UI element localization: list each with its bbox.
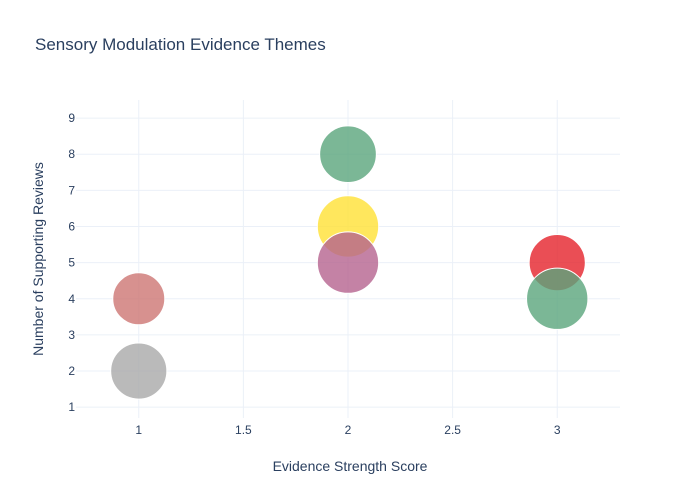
y-tick-label: 6 xyxy=(68,219,75,233)
bubble-point-4[interactable] xyxy=(316,231,380,294)
x-axis-ticks: 1 1.5 2 2.5 3 xyxy=(135,423,560,437)
x-axis-title: Evidence Strength Score xyxy=(273,458,428,474)
x-tick-label: 3 xyxy=(554,423,561,437)
bubble-series xyxy=(110,125,589,400)
bubble-point-6[interactable] xyxy=(526,267,589,330)
y-axis-title: Number of Supporting Reviews xyxy=(30,162,46,356)
y-axis-ticks: 1 2 3 4 5 6 7 8 9 xyxy=(68,111,75,414)
x-tick-label: 2.5 xyxy=(444,423,461,437)
y-tick-label: 8 xyxy=(68,147,75,161)
y-tick-label: 9 xyxy=(68,111,75,125)
bubble-point-1[interactable] xyxy=(110,342,168,400)
y-tick-label: 5 xyxy=(68,256,75,270)
y-tick-label: 1 xyxy=(68,400,75,414)
y-tick-label: 3 xyxy=(68,328,75,342)
chart-title: Sensory Modulation Evidence Themes xyxy=(35,35,326,54)
x-tick-label: 1.5 xyxy=(235,423,252,437)
x-tick-label: 2 xyxy=(345,423,352,437)
bubble-point-2[interactable] xyxy=(319,125,377,184)
x-tick-label: 1 xyxy=(135,423,142,437)
y-tick-label: 4 xyxy=(68,292,75,306)
bubble-point-0[interactable] xyxy=(112,272,166,326)
y-tick-label: 7 xyxy=(68,183,75,197)
y-tick-label: 2 xyxy=(68,364,75,378)
